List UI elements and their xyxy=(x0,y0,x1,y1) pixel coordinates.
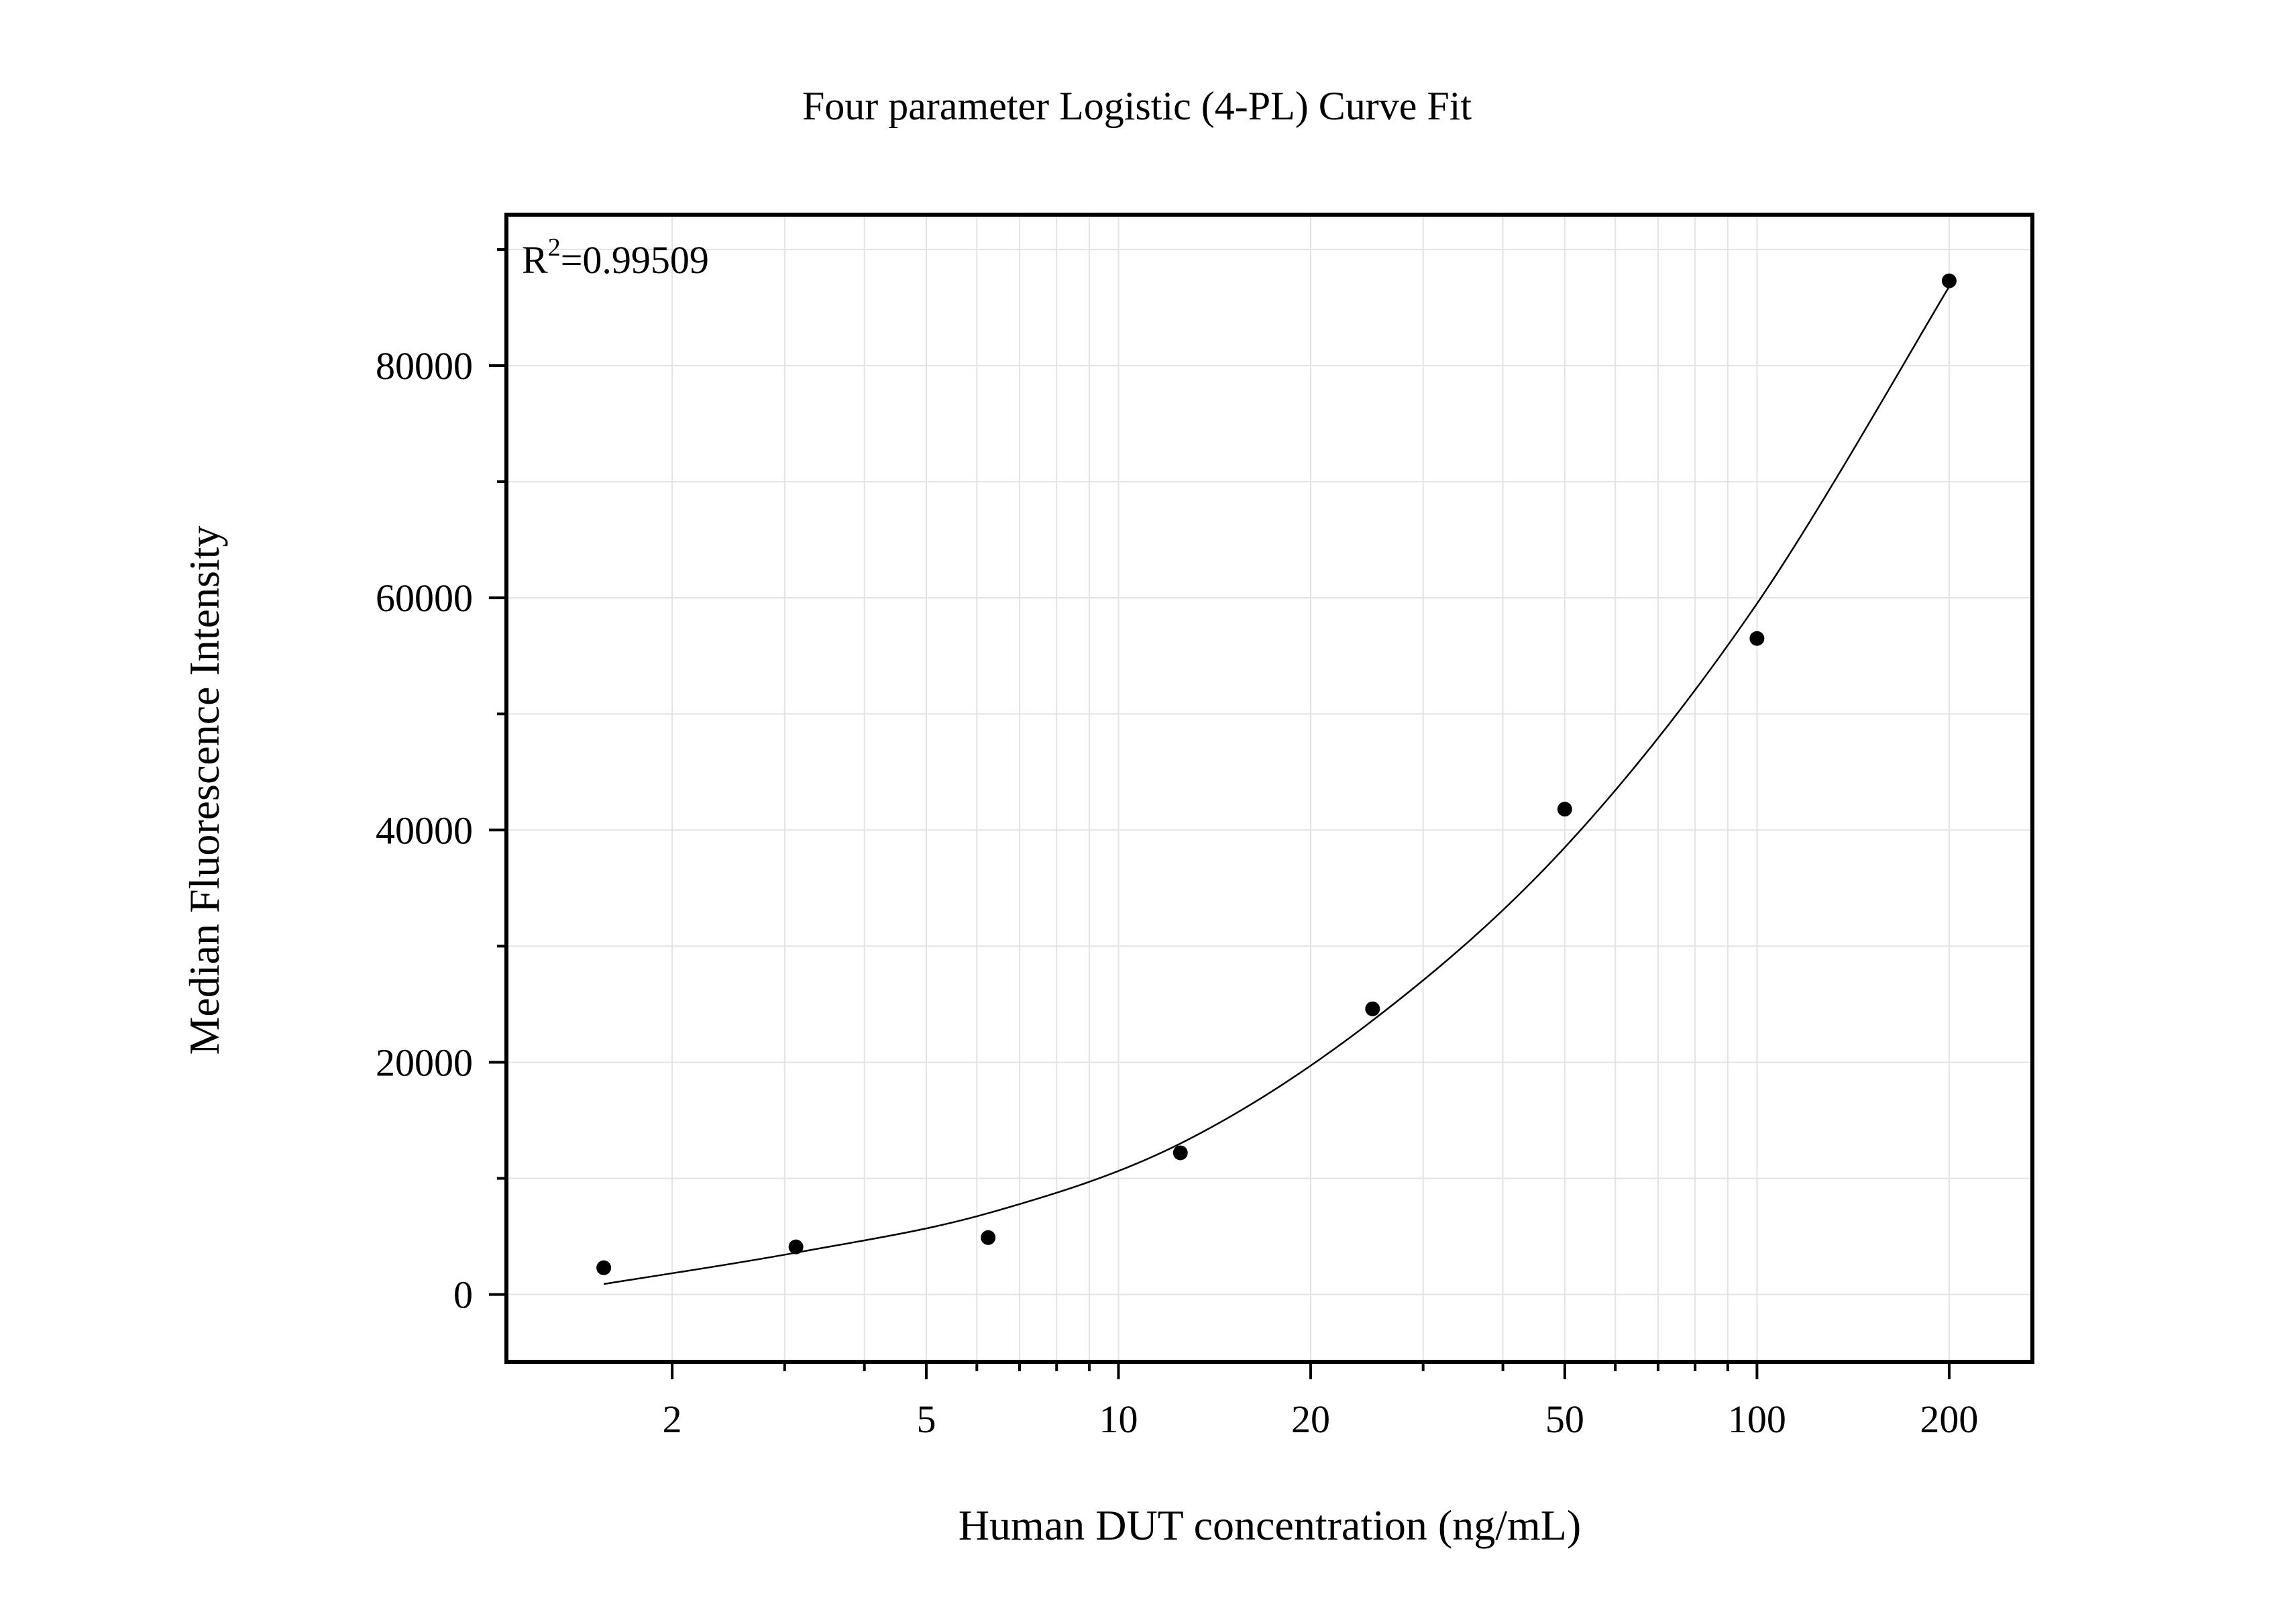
y-tick-labels: 0 20000 40000 60000 80000 xyxy=(376,344,473,1317)
x-tick-label: 5 xyxy=(916,1397,936,1441)
data-point xyxy=(981,1230,996,1245)
y-tick-label: 80000 xyxy=(376,344,473,388)
grid xyxy=(506,215,2032,1362)
plot-frame xyxy=(504,213,2034,1364)
data-point xyxy=(788,1239,804,1254)
x-tick-label: 2 xyxy=(663,1397,682,1441)
axis-ticks xyxy=(489,248,1951,1379)
data-point xyxy=(1557,802,1572,817)
x-tick-label: 100 xyxy=(1728,1397,1786,1441)
r-squared-annotation: R2=0.99509 xyxy=(522,233,709,282)
fit-curve-layer xyxy=(603,286,1951,1285)
x-tick-label: 20 xyxy=(1291,1397,1330,1441)
chart-title: Four parameter Logistic (4-PL) Curve Fit xyxy=(802,84,1472,128)
y-tick-label: 60000 xyxy=(376,576,473,620)
x-tick-labels: 2 5 10 20 50 100 200 xyxy=(663,1397,1979,1441)
data-point xyxy=(596,1260,612,1275)
data-point xyxy=(1941,273,1957,288)
y-tick-label: 0 xyxy=(453,1273,473,1317)
x-tick-label: 50 xyxy=(1545,1397,1584,1441)
r-squared-base: R xyxy=(522,238,548,282)
data-point xyxy=(1749,631,1765,646)
x-tick-label: 10 xyxy=(1099,1397,1138,1441)
y-tick-label: 20000 xyxy=(376,1040,473,1084)
r-squared-superscript: 2 xyxy=(548,233,561,262)
y-tick-label: 40000 xyxy=(376,808,473,852)
data-points xyxy=(596,273,1957,1275)
fit-curve xyxy=(603,286,1951,1285)
data-point xyxy=(1172,1145,1188,1161)
y-axis-label: Median Fluorescence Intensity xyxy=(180,525,228,1055)
x-tick-label: 200 xyxy=(1920,1397,1978,1441)
r-squared-value: =0.99509 xyxy=(561,238,709,282)
x-axis-label: Human DUT concentration (ng/mL) xyxy=(959,1501,1581,1549)
data-point xyxy=(1365,1001,1380,1016)
